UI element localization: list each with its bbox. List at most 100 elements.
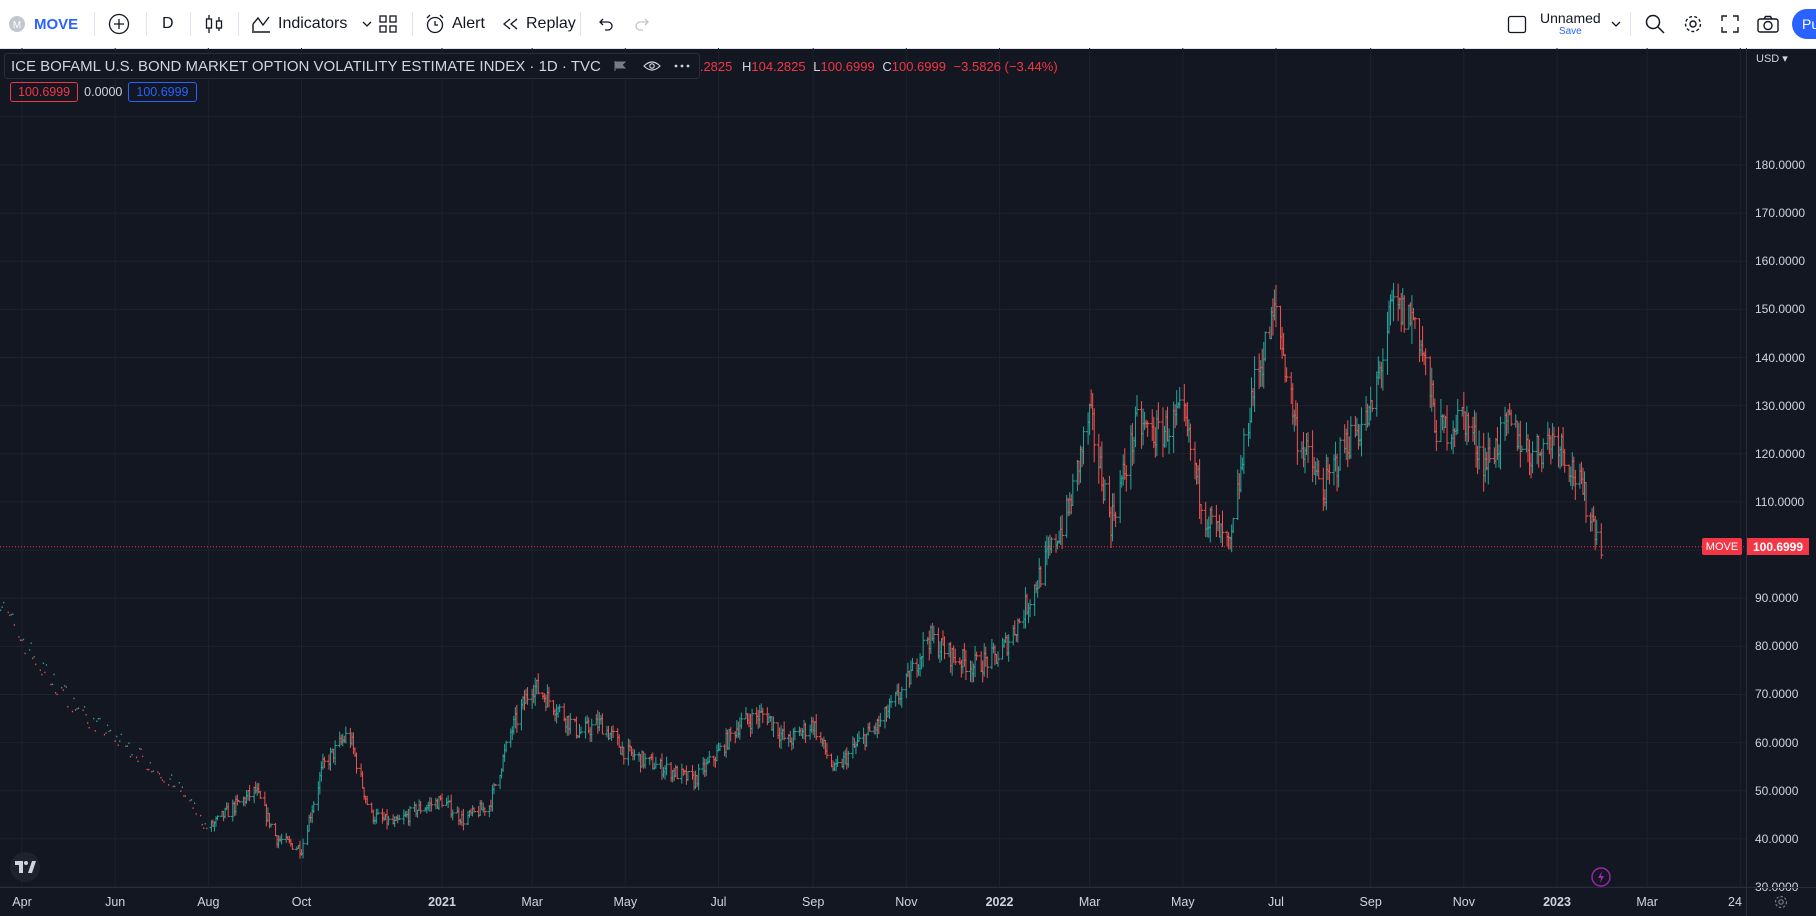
layout-menu-button[interactable] [1610, 0, 1622, 48]
chart-pane[interactable] [0, 48, 1746, 887]
ohlc-bar-down [942, 636, 947, 660]
interval-button[interactable]: D [162, 0, 174, 48]
toolbar-divider [1630, 12, 1631, 36]
chart-type-button[interactable] [204, 0, 224, 48]
indicators-button[interactable]: Indicators [250, 0, 373, 48]
axis-corner[interactable] [1746, 887, 1816, 916]
price-axis-label: 50.0000 [1755, 783, 1799, 798]
alert-button[interactable]: Alert [424, 0, 485, 48]
gear-icon[interactable] [1773, 894, 1789, 910]
price-axis-label: 110.0000 [1755, 494, 1805, 509]
ohlc-bar-up [301, 838, 306, 859]
ohlc-bar-down [514, 704, 519, 733]
price-axis-label: 60.0000 [1755, 735, 1799, 750]
ohlc-bar-up [1455, 398, 1460, 435]
ohlc-bar-down [985, 656, 990, 678]
flag-icon[interactable] [613, 60, 627, 72]
ohlc-bar-down [1573, 469, 1578, 500]
price-axis[interactable]: 180.0000 170.0000 160.0000 150.0000 140.0000… [1746, 48, 1816, 894]
redo-icon [635, 18, 649, 31]
fullscreen-icon [1721, 15, 1739, 33]
layout-name-button[interactable]: Unnamed Save [1540, 0, 1601, 48]
chevron-down-icon[interactable] [361, 19, 373, 29]
ohlc-bar-up [1134, 395, 1139, 417]
ohlc-bar-up [856, 731, 861, 742]
layouts-button[interactable] [378, 0, 398, 48]
price-axis-label: 90.0000 [1755, 591, 1799, 606]
ohlc-bar-up [375, 808, 380, 815]
rewind-icon [502, 18, 518, 30]
ohlc-bar-down [1551, 426, 1556, 446]
search-button[interactable] [1644, 0, 1666, 48]
settings-button[interactable] [1682, 0, 1704, 48]
ohlc-bar-up [1498, 416, 1503, 470]
currency-label[interactable]: USD ▾ [1756, 53, 1788, 65]
ohlc-bar-down [418, 800, 423, 814]
ohlc-bar-up [1231, 517, 1236, 534]
ohlc-bar-up [407, 805, 412, 827]
ohlc-bar-down [675, 765, 680, 780]
publish-button[interactable]: Pu [1792, 0, 1816, 48]
snapshot-button[interactable] [1756, 0, 1780, 48]
svg-text:M: M [13, 20, 21, 31]
ohlc-bar-down [803, 722, 808, 744]
legend-title-box[interactable]: ICE BOFAML U.S. BOND MARKET OPTION VOLAT… [4, 53, 700, 79]
ohlc-bar-up [589, 718, 594, 742]
price-axis-label: 160.0000 [1755, 254, 1806, 269]
redo-button[interactable] [634, 0, 652, 48]
more-icon[interactable] [673, 63, 691, 69]
ohlc-bar-down [1412, 316, 1417, 330]
ohlc-bar-up [504, 740, 509, 753]
ohlc-bar-up [718, 742, 723, 751]
ohlc-bar-up [664, 756, 669, 776]
ohlc-bar-up [696, 763, 701, 791]
price-chart[interactable] [0, 48, 1746, 887]
time-axis-label: Sep [802, 895, 825, 909]
ohlc-bar-down [1402, 295, 1407, 333]
layout-toggle-button[interactable] [1506, 0, 1528, 48]
price-axis-label: 40.0000 [1755, 831, 1799, 846]
value-zero: 0.0000 [84, 85, 123, 99]
change-value: −3.5826 (−3.44%) [953, 58, 1058, 74]
ohlc-bar-up [1594, 519, 1599, 545]
ohlc-bar-up [1167, 428, 1172, 455]
ohlc-bar-down [728, 727, 733, 742]
ohlc-bar-down [1156, 402, 1161, 430]
camera-icon [1757, 15, 1779, 33]
tradingview-logo[interactable] [10, 852, 40, 882]
ohlc-bar-down [546, 686, 551, 708]
ohlc-bar-up [995, 651, 1000, 667]
undo-button[interactable] [596, 0, 614, 48]
ohlc-bar-down [814, 713, 819, 741]
compare-symbol-button[interactable] [108, 0, 130, 48]
toolbar-divider [580, 12, 581, 36]
ohlc-bar-down [1214, 504, 1219, 538]
ohlc-bar-up [568, 713, 573, 735]
ohlc-bar-down [760, 707, 765, 724]
time-axis-label: 2023 [1543, 895, 1571, 909]
ohlc-bar-down [258, 790, 263, 799]
ohlc-bar-up [1348, 416, 1353, 459]
time-axis-label: 2022 [985, 895, 1014, 909]
ohlc-bar-down [1188, 423, 1193, 461]
ohlc-bar-down [1562, 448, 1567, 473]
events-button[interactable] [1590, 866, 1612, 893]
time-axis[interactable]: Apr Jun Aug Oct 2021 Mar May Jul Sep Nov 2022 Mar Ma… [0, 887, 1746, 916]
ohlc-bar-up [910, 657, 915, 672]
replay-button[interactable]: Replay [502, 0, 576, 48]
time-axis-label: 2021 [428, 895, 456, 909]
ohlc-bar-down [262, 791, 267, 806]
eye-icon[interactable] [642, 60, 661, 72]
ohlc-bar-down [1092, 408, 1097, 463]
ohlc-bar-down [536, 673, 541, 695]
price-axis-label: 180.0000 [1755, 158, 1806, 172]
publish-label: Pu [1792, 9, 1816, 39]
ohlc-bar-down [1370, 399, 1375, 413]
top-toolbar: M MOVE D Indicators Alert Replay Unnamed [0, 0, 1816, 49]
ohlc-bar-down [1220, 510, 1225, 547]
ohlc-bar-up [1049, 536, 1054, 554]
price-axis-label: 120.0000 [1755, 446, 1806, 461]
symbol-search-button[interactable]: M MOVE [8, 0, 78, 48]
ohlc-bar-down [1434, 419, 1439, 452]
fullscreen-button[interactable] [1720, 0, 1740, 48]
